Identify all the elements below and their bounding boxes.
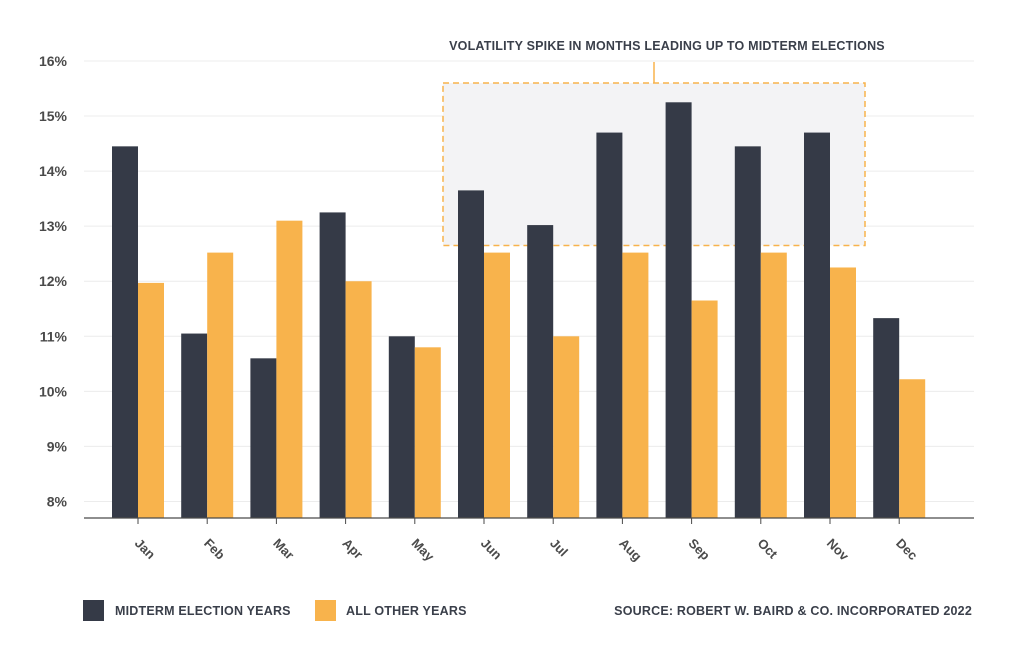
- bar-midterm-jan: [112, 146, 138, 518]
- legend-swatch-other: [315, 600, 336, 621]
- bar-other-aug: [622, 252, 649, 519]
- bar-other-sep: [691, 300, 718, 518]
- source-note: SOURCE: ROBERT W. BAIRD & CO. INCORPORAT…: [614, 604, 972, 618]
- y-tick-label: 9%: [47, 438, 68, 454]
- bar-midterm-sep: [665, 102, 692, 519]
- y-tick-label: 14%: [39, 163, 68, 179]
- y-tick-label: 16%: [39, 53, 68, 69]
- x-tick-label: Dec: [893, 536, 920, 563]
- x-tick-label: Sep: [685, 536, 713, 564]
- bar-other-apr: [345, 281, 372, 518]
- y-axis: 16% 15% 14% 13% 12% 11% 10% 9% 8%: [39, 53, 68, 509]
- bar-midterm-feb: [181, 333, 208, 518]
- x-tick-label: Jun: [478, 536, 505, 563]
- bar-midterm-apr: [319, 212, 346, 519]
- legend-label-other: ALL OTHER YEARS: [346, 604, 467, 618]
- bar-other-oct: [760, 252, 787, 519]
- bar-midterm-mar: [250, 358, 277, 518]
- legend-label-midterm: MIDTERM ELECTION YEARS: [115, 604, 291, 618]
- x-tick-label: Nov: [824, 536, 853, 565]
- y-tick-label: 15%: [39, 108, 68, 124]
- x-tick-label: Mar: [270, 536, 297, 563]
- x-tick-label: Apr: [339, 536, 365, 562]
- y-tick-label: 10%: [39, 383, 68, 399]
- x-tick-label: Oct: [755, 536, 781, 562]
- x-axis: Jan Feb Mar Apr May Jun Jul Aug Sep Oct Nov Dec: [84, 517, 974, 565]
- x-tick-label: Aug: [616, 536, 645, 565]
- bar-midterm-dec: [873, 318, 900, 518]
- y-tick-label: 12%: [39, 273, 68, 289]
- x-tick-label: Jan: [132, 536, 158, 562]
- y-tick-label: 8%: [47, 493, 68, 509]
- highlight-box: [442, 82, 866, 247]
- highlight-region: [442, 62, 866, 247]
- bar-other-feb: [207, 252, 234, 519]
- bar-other-dec: [899, 379, 926, 518]
- bar-other-may: [414, 347, 441, 518]
- legend-swatch-midterm: [83, 600, 104, 621]
- bar-midterm-aug: [596, 132, 623, 518]
- bar-midterm-jul: [527, 225, 554, 518]
- bar-other-mar: [276, 220, 303, 519]
- bar-midterm-nov: [804, 132, 830, 518]
- bar-midterm-jun: [458, 190, 484, 518]
- y-tick-label: 11%: [40, 328, 68, 344]
- bar-midterm-oct: [734, 146, 761, 518]
- bar-other-nov: [830, 267, 856, 518]
- bar-other-jun: [484, 252, 510, 519]
- y-tick-label: 13%: [39, 218, 68, 234]
- bar-midterm-may: [388, 336, 415, 518]
- bar-other-jan: [138, 282, 164, 518]
- x-tick-label: Jul: [547, 536, 571, 560]
- bar-other-jul: [553, 336, 580, 518]
- x-tick-label: Feb: [201, 536, 228, 563]
- annotation-label: VOLATILITY SPIKE IN MONTHS LEADING UP TO…: [449, 39, 885, 53]
- bars: [112, 102, 926, 519]
- x-tick-label: May: [409, 536, 438, 565]
- legend: MIDTERM ELECTION YEARS ALL OTHER YEARS: [83, 600, 467, 621]
